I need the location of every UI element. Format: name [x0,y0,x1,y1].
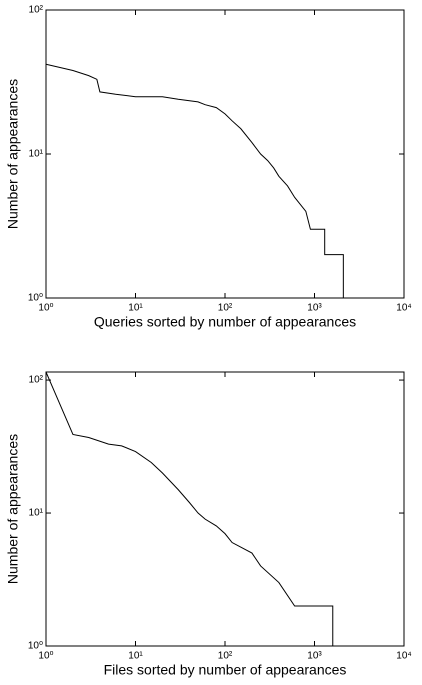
y-axis-label: Number of appearances [5,79,21,229]
plot-frame [45,371,405,647]
data-line [45,371,334,646]
x-tick-label: 10³ [307,651,322,662]
x-axis-label: Queries sorted by number of appearances [94,314,356,330]
x-tick-label: 10⁴ [396,651,411,662]
y-tick-label: 10¹ [29,149,44,160]
y-tick-label: 10⁰ [28,293,43,304]
x-tick-label: 10³ [307,303,322,314]
x-tick-label: 10⁰ [38,651,53,662]
x-tick-label: 10² [218,651,233,662]
x-tick-label: 10² [218,303,233,314]
data-line [45,63,344,298]
y-tick-label: 10² [29,375,44,386]
y-axis-label: Number of appearances [5,434,21,584]
plot-frame [45,9,405,299]
y-tick-label: 10⁰ [28,641,43,652]
y-tick-label: 10² [29,5,44,16]
x-tick-label: 10⁰ [38,303,53,314]
y-tick-label: 10¹ [29,508,44,519]
x-axis-label: Files sorted by number of appearances [104,662,347,678]
x-tick-label: 10¹ [128,651,143,662]
x-tick-label: 10⁴ [396,303,411,314]
x-tick-label: 10¹ [128,303,143,314]
